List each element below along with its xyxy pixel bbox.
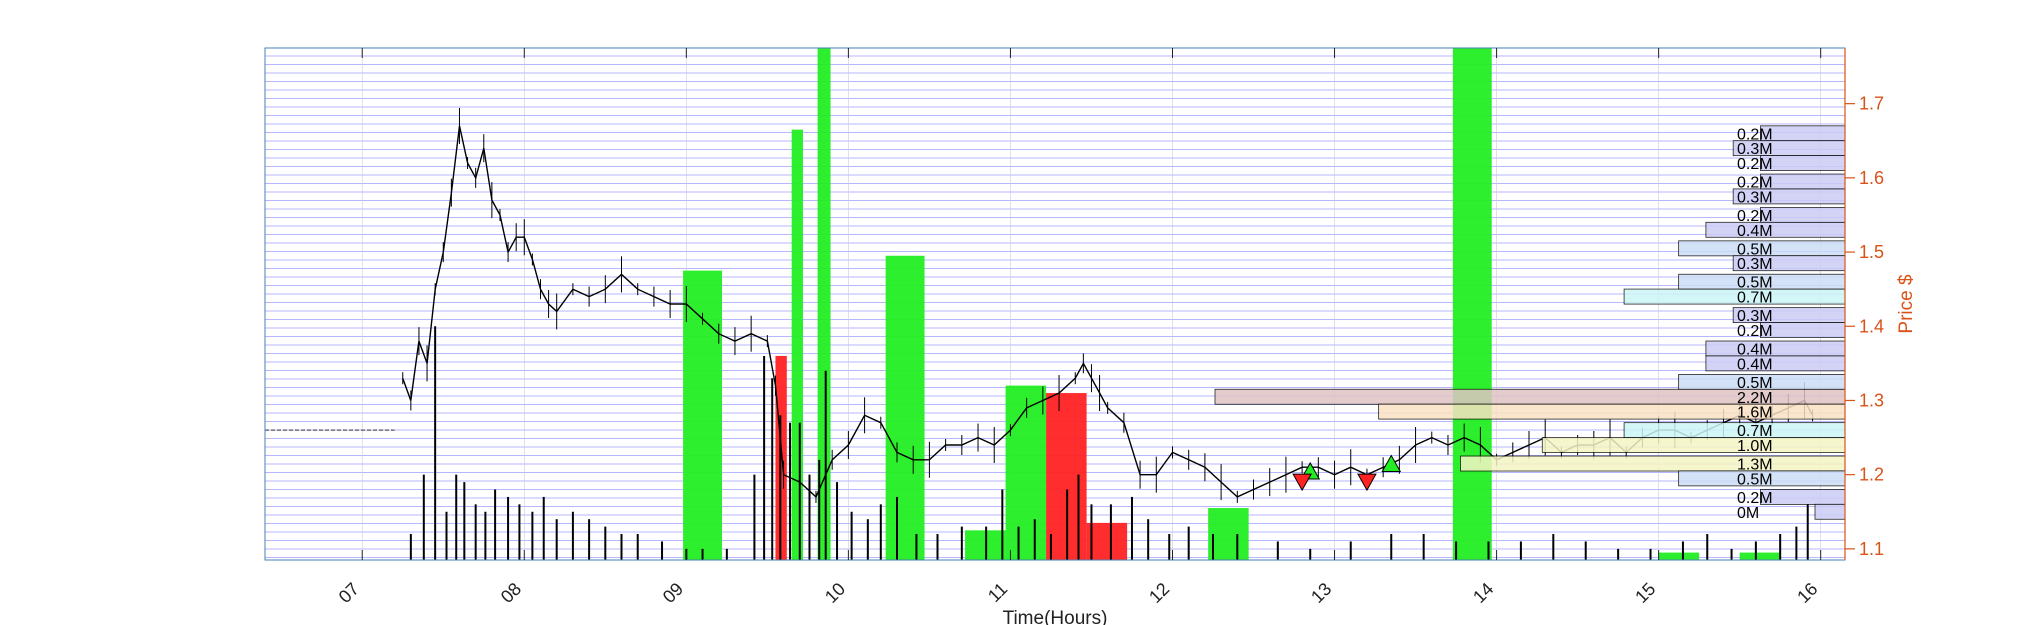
profile-label: 0.3M [1737, 189, 1773, 206]
profile-bar [1460, 455, 1846, 472]
x-tick-label: 13 [1307, 579, 1335, 607]
y-tick-label: 1.6 [1859, 168, 1884, 188]
profile-bar [1623, 422, 1846, 439]
profile-label: 1.0M [1737, 438, 1773, 455]
volume-bars [409, 326, 1809, 560]
signal-bar-up [1658, 552, 1700, 560]
volume-profile: 0.2M0.3M0.2M0.2M0.3M0.2M0.4M0.5M0.3M0.5M… [1214, 125, 1846, 522]
signal-bar-up [791, 129, 804, 561]
x-axis-title: Time(Hours) [1003, 608, 1108, 625]
profile-bar [1814, 503, 1846, 520]
profile-label: 0.3M [1737, 308, 1773, 325]
profile-bar [1760, 125, 1846, 142]
signal-bar-up [1739, 552, 1781, 560]
profile-label: 0.2M [1737, 175, 1773, 192]
buy-marker-icon [1381, 454, 1402, 473]
profile-bar [1541, 437, 1846, 453]
profile-bar [1760, 155, 1846, 171]
profile-bar [1760, 173, 1846, 190]
signal-bar-up [817, 48, 831, 560]
profile-label: 0.5M [1737, 471, 1773, 488]
profile-label: 0.7M [1737, 423, 1773, 440]
profile-label: 0.3M [1737, 141, 1773, 158]
signal-bar-down [1086, 522, 1128, 560]
y-tick-label: 1.3 [1859, 390, 1884, 410]
profile-label: 0.2M [1737, 490, 1773, 507]
y-tick-label: 1.1 [1859, 539, 1884, 559]
grid-lines [265, 48, 1845, 560]
profile-label: 0.2M [1737, 208, 1773, 225]
x-tick-label: 16 [1793, 579, 1821, 607]
trade-markers [1292, 454, 1402, 492]
signal-bar-up [1208, 508, 1249, 560]
y-axis-title: Price $ [1896, 274, 1917, 334]
signal-bar-up [1452, 48, 1492, 560]
y-tick-label: 1.7 [1859, 94, 1884, 114]
profile-label: 0.4M [1737, 342, 1773, 359]
x-tick-label: 09 [659, 579, 687, 607]
x-tick-label: 14 [1469, 579, 1497, 607]
profile-bar [1760, 489, 1846, 505]
profile-label: 0.2M [1737, 126, 1773, 143]
x-tick-label: 07 [335, 579, 363, 607]
profile-label: 0.4M [1737, 356, 1773, 373]
sell-marker-icon [1357, 473, 1377, 492]
sell-marker-icon [1292, 473, 1312, 492]
x-tick-label: 10 [821, 579, 849, 607]
profile-bar [1760, 322, 1846, 338]
profile-label: 0M [1737, 505, 1759, 522]
profile-label: 0.5M [1737, 375, 1773, 392]
profile-label: 0.3M [1737, 256, 1773, 273]
profile-label: 1.3M [1737, 457, 1773, 474]
profile-label: 2.2M [1737, 390, 1773, 407]
profile-label: 0.5M [1737, 241, 1773, 258]
x-tick-label: 08 [497, 579, 525, 607]
profile-bar [1623, 288, 1846, 305]
y-tick-label: 1.2 [1859, 465, 1884, 485]
profile-bar [1705, 340, 1846, 357]
profile-bar [1378, 403, 1846, 420]
signal-bar-up [885, 255, 925, 560]
profile-label: 0.2M [1737, 156, 1773, 173]
y-tick-label: 1.5 [1859, 242, 1884, 262]
profile-label: 1.6M [1737, 405, 1773, 422]
y-tick-label: 1.4 [1859, 316, 1884, 336]
profile-bar [1760, 207, 1846, 223]
profile-label: 0.4M [1737, 223, 1773, 240]
profile-bar [1705, 221, 1846, 238]
x-tick-label: 15 [1631, 579, 1659, 607]
y-axis-right: 1.1 1.2 1.3 1.4 1.5 1.6 1.7 [1845, 94, 1884, 559]
profile-bar [1705, 355, 1846, 372]
profile-label: 0.5M [1737, 275, 1773, 292]
profile-label: 0.2M [1737, 323, 1773, 340]
signal-bar-up [1005, 385, 1047, 560]
x-tick-label: 11 [984, 579, 1011, 606]
x-tick-label: 12 [1145, 579, 1173, 607]
profile-label: 0.7M [1737, 290, 1773, 307]
